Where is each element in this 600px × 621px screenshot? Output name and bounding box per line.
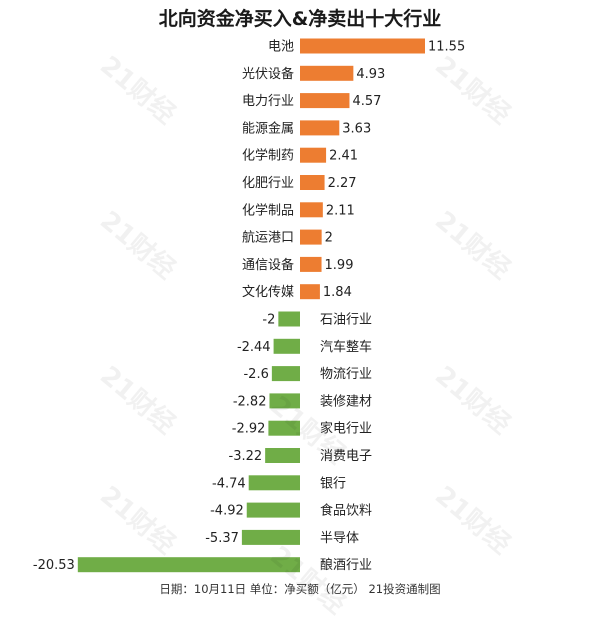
- category-label: 光伏设备: [242, 66, 294, 82]
- value-label: -2: [262, 313, 275, 328]
- value-label: 2.11: [326, 203, 355, 218]
- value-label: 2.27: [328, 176, 357, 191]
- category-label: 家电行业: [320, 421, 372, 437]
- value-label: -4.74: [212, 476, 246, 491]
- category-label: 能源金属: [242, 120, 294, 136]
- value-label: 4.93: [356, 67, 385, 82]
- category-label: 石油行业: [320, 313, 372, 328]
- bar-positive: [300, 38, 425, 54]
- category-label: 电力行业: [242, 94, 294, 109]
- category-label: 文化传媒: [242, 285, 294, 300]
- value-label: -2.44: [237, 340, 271, 355]
- bar-negative: [268, 420, 300, 436]
- category-label: 装修建材: [320, 394, 372, 409]
- bar-negative: [271, 366, 300, 382]
- value-label: -3.22: [229, 449, 263, 464]
- category-label: 物流行业: [320, 367, 372, 382]
- category-label: 化学制品: [242, 202, 294, 218]
- value-label: -2.92: [232, 422, 266, 437]
- category-label: 银行: [320, 476, 346, 491]
- value-label: -20.53: [33, 558, 75, 573]
- bar-positive: [300, 229, 322, 245]
- bar-negative: [273, 338, 300, 354]
- category-label: 化学制药: [242, 148, 294, 164]
- value-label: 11.55: [428, 40, 465, 55]
- value-label: 3.63: [342, 121, 371, 136]
- value-label: -2.6: [243, 367, 268, 382]
- category-label: 化肥行业: [242, 176, 294, 191]
- bar-negative: [241, 529, 300, 545]
- category-label: 半导体: [320, 531, 359, 546]
- bar-positive: [300, 202, 323, 218]
- bar-positive: [300, 120, 340, 136]
- bar-negative: [77, 557, 300, 573]
- bar-negative: [248, 475, 300, 491]
- category-label: 汽车整车: [320, 339, 372, 355]
- chart-title: 北向资金净买入&净卖出十大行业: [158, 8, 442, 30]
- bar-positive: [300, 147, 327, 163]
- bar-negative: [269, 393, 300, 409]
- category-label: 消费电子: [320, 449, 372, 464]
- bar-negative: [278, 311, 300, 327]
- bar-positive: [300, 93, 350, 109]
- category-label: 航运港口: [242, 230, 294, 246]
- bar-chart: 11.55 电池 4.93 光伏设备 4.57 电力行业 3.63 能源金属 2.41 化学制药 2…: [33, 38, 465, 573]
- bar-negative: [265, 448, 300, 463]
- value-label: 2.41: [329, 149, 358, 164]
- category-label: 酿酒行业: [320, 557, 372, 573]
- bar-positive: [300, 65, 354, 81]
- bar-positive: [300, 284, 320, 300]
- value-label: 1.99: [325, 258, 354, 273]
- value-label: -4.92: [210, 504, 244, 519]
- category-label: 通信设备: [242, 257, 294, 273]
- value-label: 1.84: [323, 285, 352, 300]
- bar-negative: [246, 502, 300, 518]
- value-label: -2.82: [233, 394, 267, 409]
- value-label: 4.57: [352, 94, 381, 109]
- bar-positive: [300, 175, 325, 190]
- category-label: 食品饮料: [320, 503, 372, 519]
- value-label: 2: [325, 231, 333, 246]
- value-label: -5.37: [205, 531, 239, 546]
- chart-footer: 日期：10月11日 单位：净买额（亿元） 21投资通制图: [159, 582, 441, 596]
- bar-positive: [300, 256, 322, 272]
- category-label: 电池: [268, 40, 294, 55]
